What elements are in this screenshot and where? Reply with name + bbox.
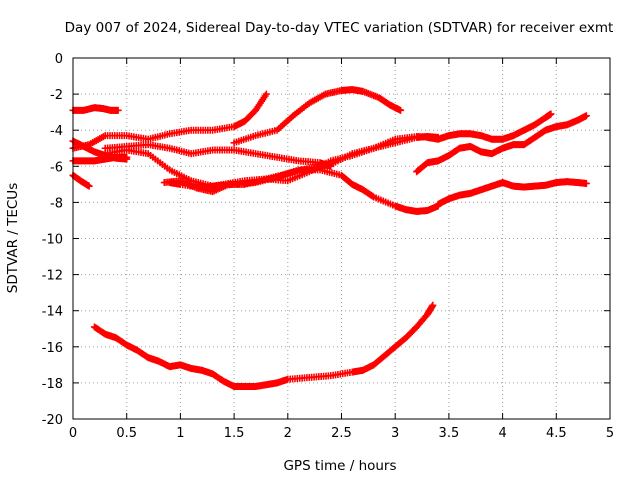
- y-tick-label: -12: [42, 269, 63, 284]
- data-point-marker: [397, 106, 405, 114]
- series-track-13: [423, 110, 555, 143]
- y-tick-label: -8: [50, 196, 63, 211]
- series-track-10: [101, 146, 442, 215]
- x-tick-label: 2.5: [331, 426, 352, 441]
- x-tick-label: 1: [176, 426, 184, 441]
- x-axis-label: GPS time / hours: [283, 458, 396, 474]
- x-tick-label: 0.5: [116, 426, 137, 441]
- series-track-12: [413, 112, 590, 176]
- data-point-marker: [369, 192, 377, 200]
- series-track-4: [69, 153, 131, 165]
- data-point-marker: [582, 179, 590, 187]
- x-tick-label: 4.5: [546, 426, 567, 441]
- y-tick-label: -14: [42, 305, 63, 320]
- series-track-1: [69, 104, 122, 114]
- x-tick-label: 3: [391, 426, 399, 441]
- x-tick-label: 5: [606, 426, 614, 441]
- y-tick-label: -10: [42, 233, 63, 248]
- data-point-marker: [123, 153, 131, 161]
- series-track-5: [69, 171, 93, 190]
- x-tick-label: 3.5: [439, 426, 460, 441]
- x-tick-label: 1.5: [224, 426, 245, 441]
- series-track-14: [90, 301, 437, 391]
- series-track-7: [230, 86, 405, 147]
- x-tick-label: 0: [69, 426, 77, 441]
- data-point-marker: [547, 110, 555, 118]
- data-point-marker: [582, 112, 590, 120]
- y-tick-label: 0: [55, 52, 63, 67]
- y-tick-label: -20: [42, 413, 63, 428]
- axis-ticks: 0 0.5 1 1.5 2 2.5 3 3.5 4 4.5 5 0 -2 -4 -6 -8 -10 -12 -14 -…: [42, 52, 614, 441]
- series-track-11: [434, 178, 590, 208]
- grid-lines: [73, 58, 610, 419]
- y-tick-label: -2: [50, 88, 63, 103]
- series-track-6: [101, 141, 335, 170]
- x-tick-label: 2: [284, 426, 292, 441]
- x-tick-label: 4: [498, 426, 506, 441]
- y-tick-label: -16: [42, 341, 63, 356]
- data-points: [69, 86, 590, 391]
- data-point-marker: [429, 301, 437, 309]
- data-point-marker: [114, 106, 122, 114]
- data-point-marker: [85, 182, 93, 190]
- y-tick-label: -6: [50, 160, 63, 175]
- chart-title: Day 007 of 2024, Sidereal Day-to-day VTE…: [65, 20, 614, 36]
- y-axis-label: SDTVAR / TECUs: [5, 183, 21, 293]
- data-point-marker: [262, 90, 270, 98]
- y-tick-label: -4: [50, 124, 63, 139]
- y-tick-label: -18: [42, 377, 63, 392]
